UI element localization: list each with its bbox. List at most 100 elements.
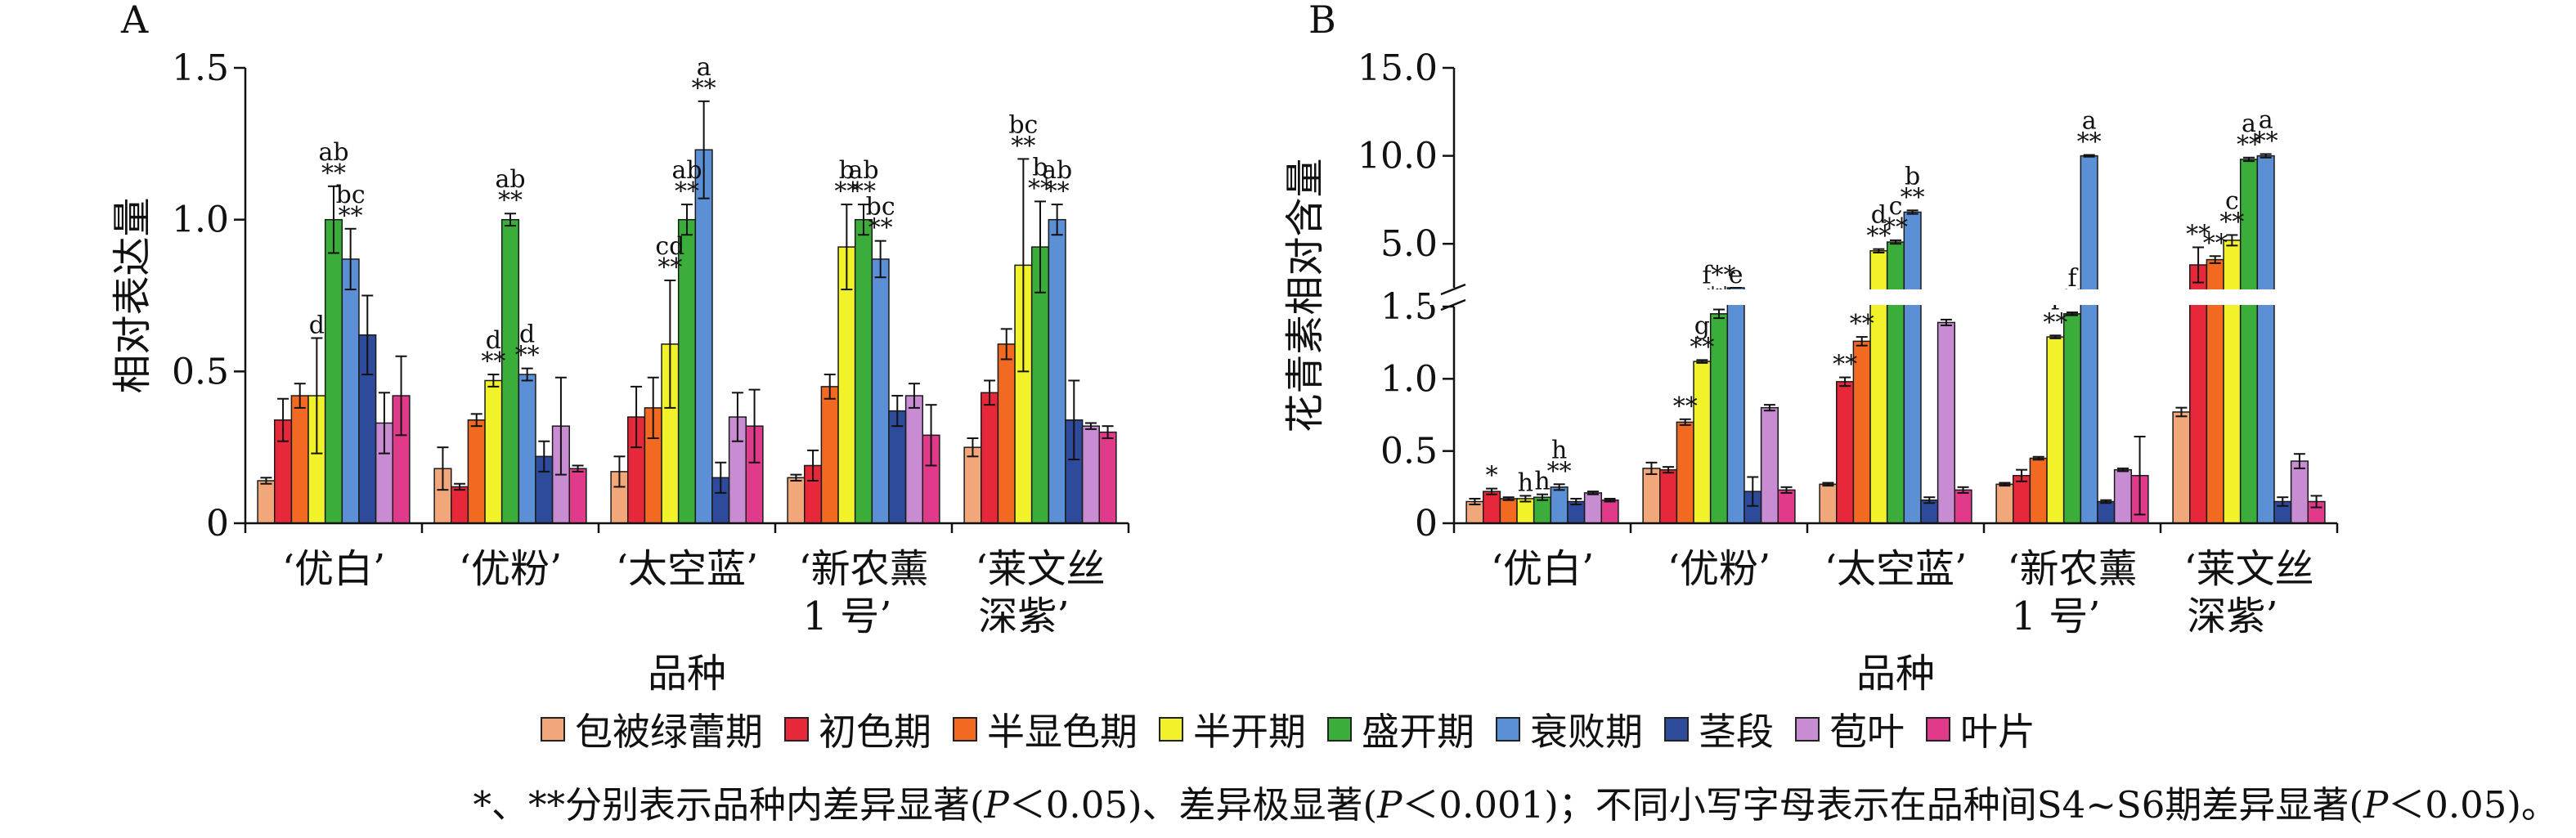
axis-break-gap: [1429, 289, 2339, 305]
significance-label: f: [2067, 264, 2078, 293]
y-tick-label: 15.0: [1358, 47, 1438, 89]
significance-label: **: [1690, 333, 1714, 361]
footnote: *、**分别表示品种内差异显著(P＜0.05)、差异极显著(P＜0.001)；不…: [0, 775, 2576, 828]
significance-label: **: [1673, 392, 1698, 421]
significance-label: d: [519, 320, 535, 349]
significance-label: **: [1850, 310, 1874, 338]
legend-label: 衰败期: [1530, 710, 1643, 754]
footnote-p-1: P: [984, 783, 1009, 827]
legend-item: 叶片: [1926, 702, 2035, 756]
bar: [518, 374, 536, 524]
significance-label: **: [2043, 308, 2067, 337]
bar: [904, 395, 923, 524]
x-tick-label: ‘优白’: [1491, 546, 1595, 592]
bar: [2256, 155, 2275, 524]
bar: [997, 343, 1016, 524]
y-tick-label: 1.5: [172, 47, 229, 89]
significance-label: cd: [655, 232, 684, 261]
legend-swatch: [1496, 717, 1520, 742]
y-tick-label: 0.5: [172, 351, 229, 392]
y-tick-label: 1.5: [1380, 286, 1438, 328]
legend-label: 茎段: [1699, 710, 1774, 754]
significance-label: h: [1534, 468, 1550, 496]
bar: [1936, 321, 1955, 524]
panel-label: B: [1308, 0, 1336, 42]
bar: [1693, 361, 1712, 524]
x-tick-label: ‘新农薰: [2007, 546, 2137, 592]
legend-item: 盛开期: [1327, 702, 1474, 756]
significance-label: b: [1905, 162, 1920, 190]
axis-break-mark: [1440, 298, 1466, 311]
legend-swatch: [1327, 717, 1352, 742]
bar: [467, 419, 486, 524]
bar: [2013, 474, 2031, 524]
significance-label: bc: [866, 193, 895, 222]
legend-item: 苞叶: [1795, 702, 1905, 756]
legend-swatch: [1664, 717, 1689, 742]
bar: [451, 486, 469, 524]
legend-item: 包被绿蕾期: [541, 702, 763, 756]
significance-label: b: [1032, 153, 1048, 181]
legend-item: 半显色期: [953, 702, 1138, 756]
y-tick-label: 10.0: [1358, 136, 1438, 177]
significance-label: **: [868, 214, 893, 243]
legend-item: 初色期: [784, 702, 931, 756]
x-tick-label: ‘优粉’: [1667, 546, 1771, 592]
axis-break-mark: [1440, 283, 1466, 296]
significance-label: **: [834, 177, 859, 206]
bar: [1583, 492, 1602, 524]
bar: [1048, 218, 1066, 524]
legend-swatch: [953, 717, 977, 742]
x-tick-label: ‘莱文丝: [2183, 546, 2313, 592]
significance-label: c: [1889, 192, 1903, 221]
bar: [888, 410, 907, 524]
bar: [2029, 457, 2048, 524]
significance-label: **: [1883, 213, 1908, 242]
legend-item: 半开期: [1159, 702, 1306, 756]
bar: [568, 468, 587, 524]
significance-label: h: [1551, 436, 1567, 464]
bar: [2290, 460, 2309, 524]
y-axis-title: 花青素相对含量: [1282, 158, 1328, 432]
bar: [871, 258, 890, 524]
significance-label: **: [2237, 131, 2261, 159]
bar: [1600, 499, 1619, 524]
bar: [2113, 468, 2132, 524]
significance-label: b: [839, 156, 855, 185]
significance-label: **: [515, 342, 540, 370]
legend-label: 初色期: [819, 710, 931, 754]
significance-label: **: [851, 177, 876, 206]
x-axis-title: 品种: [648, 651, 726, 697]
legend-item: 衰败期: [1496, 702, 1643, 756]
x-tick-label: ‘优粉’: [459, 546, 563, 592]
y-tick-label: 0: [206, 503, 229, 544]
footnote-text-1: *、**分别表示品种内差异显著(: [473, 783, 985, 827]
legend-swatch: [784, 717, 809, 742]
x-tick-label: ‘新农薰: [798, 546, 928, 592]
significance-label: e: [1729, 261, 1744, 289]
y-tick-label: 1.0: [1380, 358, 1438, 400]
significance-label: ab: [1042, 156, 1072, 185]
bar: [854, 218, 873, 524]
significance-label: **: [1028, 174, 1052, 203]
legend-swatch: [1795, 717, 1820, 742]
bar: [1819, 483, 1838, 524]
significance-label: g: [1694, 311, 1710, 340]
significance-label: **: [1901, 183, 1925, 212]
bar: [1726, 287, 1745, 524]
y-axis-title: 相对表达量: [110, 197, 155, 393]
significance-label: ab: [495, 165, 525, 194]
legend: 包被绿蕾期 初色期 半显色期 半开期 盛开期 衰败期 茎段 苞叶 叶片: [0, 705, 2576, 754]
significance-label: **: [1866, 222, 1891, 251]
bar: [257, 480, 276, 524]
legend-label: 叶片: [1960, 710, 2035, 754]
x-tick-label: ‘莱文丝: [975, 546, 1105, 592]
bar: [1550, 486, 1568, 524]
significance-label: bc: [1008, 110, 1038, 139]
bar: [820, 386, 839, 524]
significance-label: **: [675, 177, 699, 206]
footnote-text-3: ＜0.001)；不同小写字母表示在品种间S4~S6期差异显著(: [1402, 783, 2363, 827]
significance-label: **: [1547, 457, 1572, 486]
x-tick-label: 1 号’: [802, 594, 891, 639]
